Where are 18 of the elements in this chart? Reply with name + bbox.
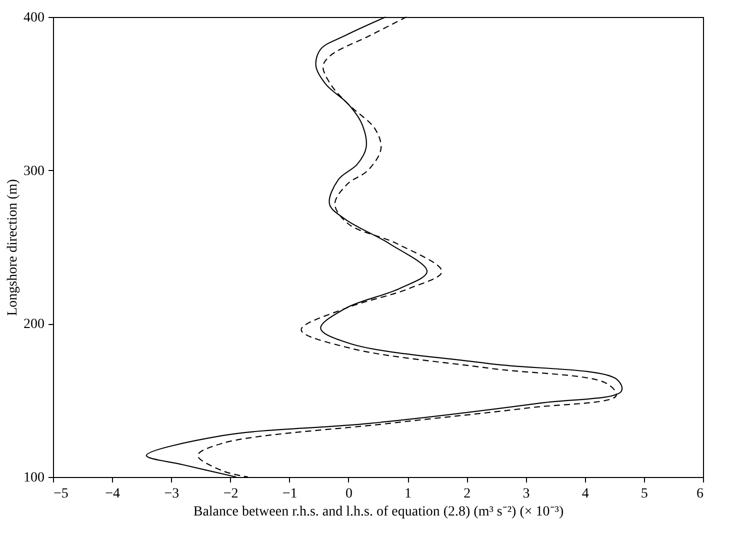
y-tick-label: 100 [24,470,44,486]
x-axis-title: Balance between r.h.s. and l.h.s. of equation (2.8) (m³ s⁻²) (× 10⁻³) [193,504,564,520]
x-tick-label: 1 [404,486,412,502]
x-tick-label: 0 [345,486,352,502]
x-tick-label: 2 [464,486,471,502]
x-tick-label: −3 [164,486,180,502]
y-tick-label: 400 [24,10,44,26]
y-axis-title: Longshore direction (m) [6,178,20,316]
x-tick-label: 4 [582,486,589,502]
x-tick-label: 5 [640,486,648,502]
x-tick-label: 3 [522,486,530,502]
x-tick-label: −2 [223,486,238,502]
x-tick-label: −1 [282,486,298,502]
x-tick-label: −5 [54,486,68,502]
x-tick-label: −4 [105,486,120,502]
x-tick-label: 6 [696,486,704,502]
y-tick-label: 200 [24,317,44,332]
y-tick-label: 300 [24,164,44,179]
